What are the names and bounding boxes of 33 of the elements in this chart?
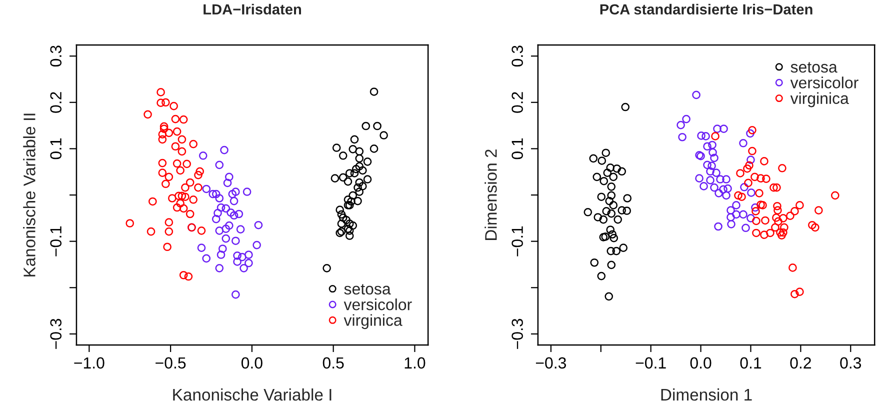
- x-tick-label: 0.1: [740, 357, 762, 369]
- y-tick-label: 0.2: [512, 92, 523, 113]
- x-tick-label: 0.3: [840, 357, 862, 369]
- y-axis-title: Kanonische Variable II: [23, 114, 36, 276]
- x-tick-label: −0.3: [536, 357, 566, 369]
- y-tick-label: −0.3: [50, 318, 62, 349]
- x-tick-label: 0.5: [322, 357, 344, 369]
- chart-title: PCA standardisierte Iris−Daten: [600, 4, 812, 15]
- legend-label: versicolor: [790, 76, 858, 88]
- y-tick-label: 0.1: [512, 138, 523, 160]
- x-tick-label: 0.2: [790, 357, 811, 369]
- legend-label: versicolor: [344, 298, 412, 310]
- chart-title: LDA−Irisdaten: [204, 4, 302, 15]
- x-tick-label: −0.1: [636, 357, 666, 369]
- x-tick-label: 0.0: [690, 357, 712, 369]
- x-tick-label: 1.0: [404, 357, 426, 369]
- y-tick-label: −0.1: [512, 226, 523, 256]
- x-tick-label: 0.0: [241, 357, 262, 369]
- y-tick-label: −0.1: [50, 226, 62, 256]
- y-tick-label: 0.2: [50, 92, 62, 113]
- x-axis-title: Dimension 1: [661, 388, 752, 401]
- legend-label: setosa: [790, 62, 838, 73]
- y-tick-label: 0.1: [50, 138, 62, 160]
- legend-label: virginica: [790, 92, 849, 108]
- x-tick-label: −0.5: [156, 357, 186, 369]
- x-tick-label: −1.0: [74, 357, 104, 369]
- y-tick-label: 0.3: [512, 46, 523, 67]
- legend-label: setosa: [344, 284, 391, 295]
- legend-label: virginica: [344, 314, 402, 330]
- y-tick-label: 0.3: [50, 46, 62, 67]
- x-axis-title: Kanonische Variable I: [173, 388, 332, 401]
- y-tick-label: −0.3: [512, 318, 523, 349]
- y-axis-title: Dimension 2: [484, 150, 497, 240]
